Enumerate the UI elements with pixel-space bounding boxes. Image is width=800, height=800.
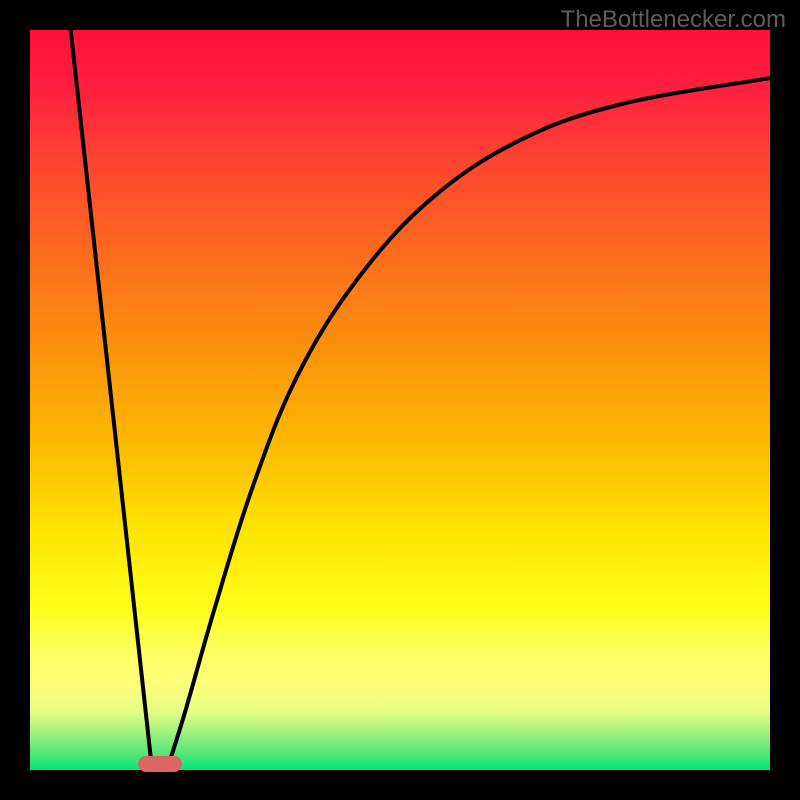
chart-container: TheBottlenecker.com <box>0 0 800 800</box>
watermark-text: TheBottlenecker.com <box>561 6 786 34</box>
optimal-marker <box>138 756 182 772</box>
plot-area <box>30 30 770 770</box>
plot-svg <box>30 30 770 770</box>
